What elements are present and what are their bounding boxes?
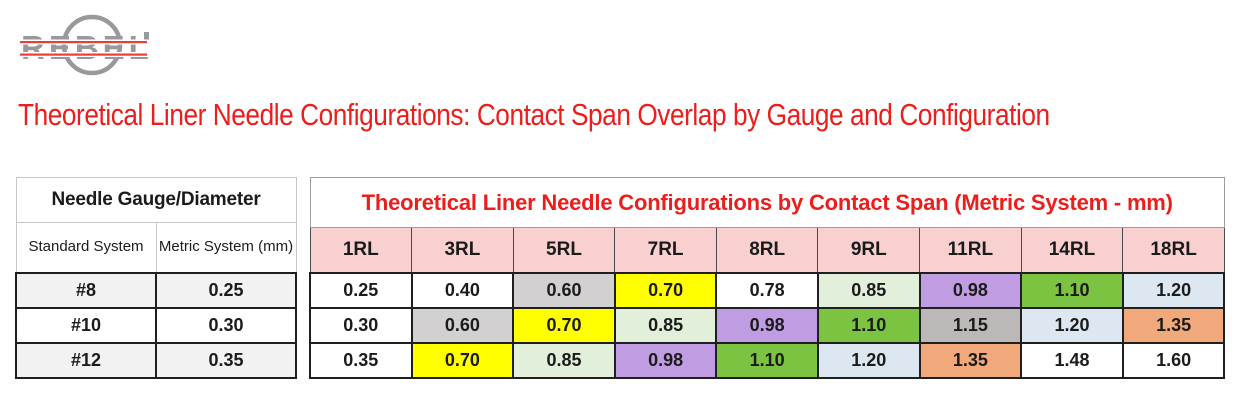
- config-cell: 0.70: [512, 306, 616, 344]
- config-cell: 1.48: [1020, 341, 1124, 379]
- config-col-header: 11RL: [919, 227, 1022, 273]
- config-cell: 0.98: [918, 271, 1023, 309]
- config-cell: 1.10: [715, 341, 819, 379]
- gauge-row: #8 0.25: [15, 271, 298, 309]
- contact-span-table: Theoretical Liner Needle Configurations …: [309, 177, 1226, 379]
- gauge-standard-value: #12: [15, 341, 157, 379]
- gauge-col-standard: Standard System: [15, 222, 157, 273]
- gauge-table-header-row: Standard System Metric System (mm): [15, 222, 297, 273]
- gauge-standard-value: #10: [15, 306, 157, 344]
- config-cell: 0.25: [309, 271, 413, 309]
- gauge-metric-value: 0.30: [154, 306, 298, 344]
- config-cell: 1.20: [1121, 271, 1226, 309]
- tables-area: Needle Gauge/Diameter Standard System Me…: [15, 177, 1226, 379]
- config-row: 0.25 0.40 0.60 0.70 0.78 0.85 0.98 1.10 …: [309, 271, 1226, 309]
- config-col-header: 5RL: [512, 227, 616, 273]
- rebel-logo: REBEL: [16, 6, 166, 82]
- needle-gauge-table: Needle Gauge/Diameter Standard System Me…: [15, 177, 298, 379]
- gauge-row: #12 0.35: [15, 341, 298, 379]
- config-table-title-row: Theoretical Liner Needle Configurations …: [309, 177, 1225, 228]
- rebel-logo-text: REBEL: [21, 29, 153, 66]
- config-cell: 0.85: [816, 271, 921, 309]
- config-cell: 0.85: [512, 341, 616, 379]
- config-table-title: Theoretical Liner Needle Configurations …: [309, 177, 1225, 228]
- gauge-metric-value: 0.35: [154, 341, 298, 379]
- config-cell: 0.70: [410, 341, 515, 379]
- config-row: 0.35 0.70 0.85 0.98 1.10 1.20 1.35 1.48 …: [309, 341, 1226, 379]
- gauge-standard-value: #8: [15, 271, 157, 309]
- config-cell: 1.20: [816, 341, 921, 379]
- gauge-table-title-row: Needle Gauge/Diameter: [15, 177, 297, 223]
- gauge-col-metric: Metric System (mm): [155, 222, 297, 273]
- config-cell: 0.30: [309, 306, 413, 344]
- config-cell: 1.15: [918, 306, 1023, 344]
- config-cell: 1.20: [1020, 306, 1124, 344]
- config-col-header: 14RL: [1020, 227, 1124, 273]
- config-cell: 1.35: [1121, 306, 1226, 344]
- config-col-header: 8RL: [715, 227, 819, 273]
- rebel-logo-icon: REBEL: [18, 14, 153, 76]
- config-row: 0.30 0.60 0.70 0.85 0.98 1.10 1.15 1.20 …: [309, 306, 1226, 344]
- page-title: Theoretical Liner Needle Configurations:…: [18, 97, 1050, 132]
- config-cell: 0.60: [410, 306, 515, 344]
- config-col-header: 9RL: [817, 227, 921, 273]
- config-cell: 1.60: [1121, 341, 1226, 379]
- gauge-metric-value: 0.25: [154, 271, 298, 309]
- config-cell: 0.98: [715, 306, 819, 344]
- config-col-header: 7RL: [614, 227, 717, 273]
- config-cell: 0.85: [613, 306, 718, 344]
- config-cell: 0.70: [613, 271, 718, 309]
- config-cell: 1.10: [1020, 271, 1124, 309]
- gauge-row: #10 0.30: [15, 306, 298, 344]
- config-cell: 0.40: [410, 271, 515, 309]
- config-cell: 0.60: [512, 271, 616, 309]
- config-table-header-row: 1RL 3RL 5RL 7RL 8RL 9RL 11RL 14RL 18RL: [309, 227, 1225, 273]
- gauge-table-title: Needle Gauge/Diameter: [15, 177, 297, 223]
- config-cell: 1.35: [918, 341, 1023, 379]
- config-cell: 1.10: [816, 306, 921, 344]
- config-cell: 0.98: [613, 341, 718, 379]
- config-col-header: 18RL: [1122, 227, 1225, 273]
- config-cell: 0.78: [715, 271, 819, 309]
- config-col-header: 1RL: [309, 227, 413, 273]
- config-col-header: 3RL: [411, 227, 514, 273]
- config-cell: 0.35: [309, 341, 413, 379]
